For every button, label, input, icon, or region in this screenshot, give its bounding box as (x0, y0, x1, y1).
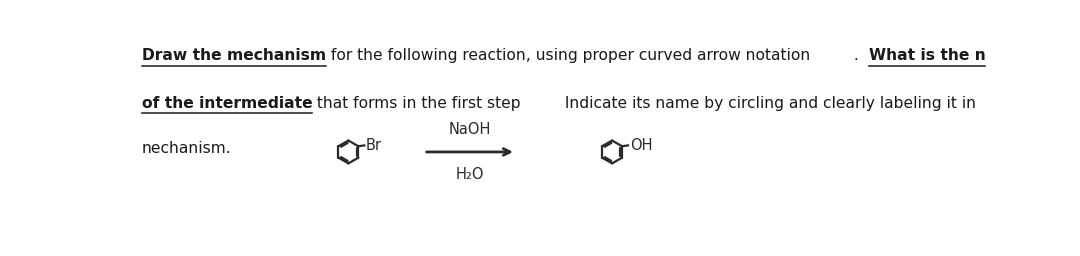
Text: NaOH: NaOH (448, 122, 491, 137)
Text: of the intermediate: of the intermediate (141, 96, 312, 111)
Text: for the following reaction, using proper curved arrow notation: for the following reaction, using proper… (326, 48, 810, 63)
Text: OH: OH (630, 138, 652, 153)
Text: Draw the mechanism: Draw the mechanism (141, 48, 326, 63)
Text: that forms in the first step: that forms in the first step (312, 96, 521, 111)
Text: nechanism.: nechanism. (141, 141, 231, 156)
Text: Br: Br (366, 138, 382, 153)
Text: Indicate its name by circling and clearly labeling it in: Indicate its name by circling and clearl… (521, 96, 976, 111)
Text: What is the n: What is the n (868, 48, 985, 63)
Text: H₂O: H₂O (456, 167, 484, 182)
Text: .: . (810, 48, 868, 63)
